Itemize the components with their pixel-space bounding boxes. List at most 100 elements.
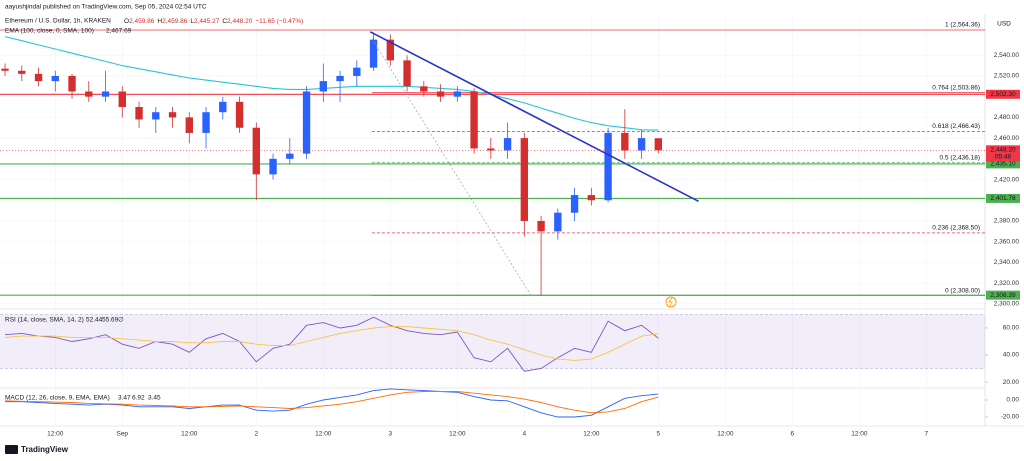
- ohlc-key: L: [190, 18, 194, 25]
- indicator-value: 55.69: [102, 317, 119, 324]
- candle-body: [101, 91, 110, 97]
- level-tag-label: 2,502.30: [990, 91, 1016, 98]
- indicator-value: 3.45: [148, 395, 161, 402]
- y-tick-label: -20.00: [1001, 414, 1020, 421]
- candle-body: [453, 91, 462, 97]
- candle-body: [18, 70, 26, 74]
- trend-line: [369, 31, 699, 203]
- y-tick-label: 2,460.00: [994, 135, 1020, 142]
- y-tick-label: 2,520.00: [994, 73, 1020, 80]
- candle-body: [302, 91, 311, 154]
- candle-body: [587, 195, 596, 201]
- fib-label: 0 (2,308.00): [945, 287, 980, 294]
- candle-body: [252, 127, 260, 175]
- level-tag: [986, 89, 1020, 99]
- candle-body: [369, 39, 378, 68]
- candle-body: [537, 220, 545, 232]
- candle-body: [336, 75, 344, 82]
- indicator-value: 52.44: [86, 317, 103, 324]
- candle-body: [503, 138, 512, 151]
- candle-body: [269, 158, 277, 175]
- candle-body: [621, 132, 629, 151]
- ohlc-key: H: [157, 18, 162, 25]
- y-tick-label: 60.00: [1003, 325, 1020, 332]
- x-tick-label: 4: [523, 431, 527, 438]
- candle-body: [570, 195, 579, 213]
- candle-body: [34, 73, 43, 82]
- candle-body: [68, 75, 76, 92]
- candle-body: [604, 132, 612, 201]
- last-price-label: 2,448.20: [990, 147, 1016, 154]
- indicator-title: MACD (12, 26, close, 9, EMA, EMA): [5, 395, 110, 402]
- line: [4, 326, 659, 361]
- level-tag-label: 2,435.10: [990, 161, 1016, 168]
- candle-body: [135, 107, 143, 120]
- candle-body: [319, 81, 327, 92]
- ohlc-value: 2,445.27: [194, 18, 220, 25]
- candle-body: [1, 68, 9, 71]
- y-tick-label: 2,360.00: [994, 238, 1020, 245]
- y-tick-label: 2,300.00: [994, 301, 1020, 308]
- candle-body: [637, 138, 646, 151]
- fib-label: 1 (2,564.36): [945, 22, 980, 29]
- candle-body: [235, 101, 244, 128]
- level-tag: [986, 193, 1020, 203]
- level-tag: [986, 159, 1020, 169]
- x-tick-label: 12:00: [47, 431, 64, 438]
- publisher: aayushjindal published on TradingView.co…: [5, 4, 207, 11]
- candle-body: [520, 138, 529, 221]
- x-tick-label: 12:00: [717, 431, 734, 438]
- line: [4, 391, 659, 414]
- candle-body: [403, 60, 411, 87]
- y-tick-label: 2,480.00: [994, 114, 1020, 121]
- x-tick-label: 12:00: [315, 431, 332, 438]
- line: [4, 36, 659, 131]
- candle-body: [286, 153, 294, 159]
- indicator-title: RSI (14, close, SMA, 14, 2): [5, 317, 84, 324]
- x-tick-label: 7: [925, 431, 929, 438]
- change: −11.65 (−0.47%): [255, 18, 303, 25]
- legend-ohlc: O2,459.86 H2,459.86 L2,445.27 C2,448.20 −11.…: [124, 18, 303, 25]
- candle-body: [353, 67, 361, 76]
- ema-legend: EMA (100, close, 0, SMA, 100): [5, 28, 94, 35]
- candle-body: [118, 91, 126, 108]
- y-tick-label: 2,540.00: [994, 52, 1020, 59]
- last-price-tag: [986, 145, 1020, 162]
- logo-text: TradingView: [21, 445, 69, 454]
- candle-body: [386, 39, 394, 61]
- level-tag-label: 2,401.78: [990, 195, 1016, 202]
- x-tick-label: 2: [254, 431, 258, 438]
- candle-body: [185, 117, 193, 133]
- y-tick-label: 40.00: [1003, 352, 1020, 359]
- candle-body: [487, 148, 495, 151]
- candle-body: [420, 86, 428, 92]
- y-tick-label: 0.00: [1006, 397, 1019, 404]
- ohlc-key: O: [124, 18, 129, 25]
- y-tick-label: 2,420.00: [994, 176, 1020, 183]
- candle-body: [436, 91, 445, 97]
- line: [4, 316, 659, 372]
- level-tag-label: 2,308.39: [990, 292, 1016, 299]
- currency: USD: [997, 21, 1011, 28]
- x-tick-label: 6: [791, 431, 795, 438]
- level-tag: [986, 290, 1020, 300]
- candle-body: [219, 101, 227, 113]
- y-tick-label: 2,320.00: [994, 280, 1020, 287]
- indicator-value: 6.92: [132, 395, 145, 402]
- candle-body: [654, 138, 663, 151]
- countdown: 05:48: [995, 154, 1012, 161]
- ohlc-value: 2,448.20: [227, 18, 253, 25]
- line: [5, 388, 659, 418]
- y-tick-label: 20.00: [1003, 379, 1020, 386]
- histogram-value: 3.47: [118, 395, 131, 402]
- candle-body: [152, 112, 160, 120]
- fib-label: 0.5 (2,436.18): [940, 154, 980, 161]
- logo-mark: [5, 445, 18, 454]
- fib-label: 0.236 (2,368.50): [932, 225, 980, 232]
- candle-body: [51, 75, 59, 82]
- x-tick-label: 12:00: [851, 431, 868, 438]
- x-tick-label: 5: [657, 431, 661, 438]
- ohlc-value: 2,459.86: [162, 18, 188, 25]
